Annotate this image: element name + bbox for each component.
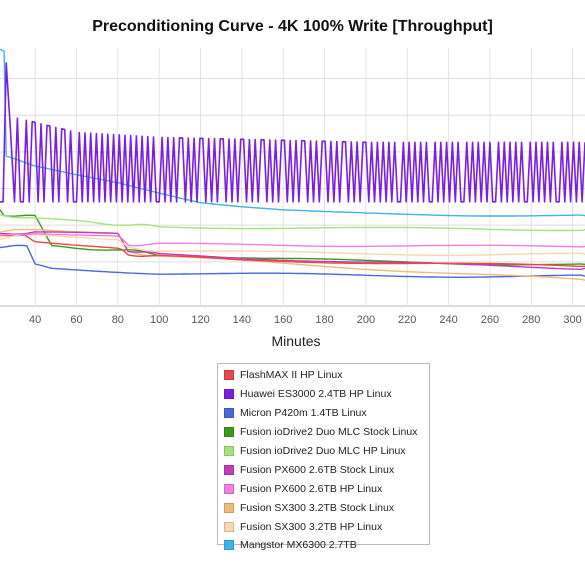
series-line-9 [0,48,585,217]
legend-label: Fusion PX600 2.6TB HP Linux [240,482,383,495]
legend: FlashMAX II HP Linux Huawei ES3000 2.4TB … [217,363,430,551]
legend-swatch [224,464,234,475]
legend-swatch [224,446,234,456]
series-line-0 [0,234,585,267]
x-tick-label: 40 [29,314,41,326]
legend-item[interactable]: Fusion SX300 3.2TB Stock Linux [224,498,429,517]
x-tick-label: 140 [233,314,251,326]
legend-item[interactable]: Fusion ioDrive2 Duo MLC Stock Linux [224,423,429,442]
x-tick-label: 160 [274,314,292,326]
series-line-4 [0,214,585,232]
x-tick-label: 100 [150,314,168,326]
x-tick-label: 180 [315,314,333,326]
legend-item[interactable]: Huawei ES3000 2.4TB HP Linux [224,385,429,404]
series-line-2 [0,244,585,278]
legend-label: Fusion PX600 2.6TB Stock Linux [240,463,395,476]
legend-label: FlashMAX II HP Linux [240,369,343,382]
legend-swatch [224,521,234,532]
legend-swatch [224,540,234,551]
legend-label: Fusion ioDrive2 Duo MLC HP Linux [240,445,406,457]
legend-item[interactable]: FlashMAX II HP Linux [224,366,429,385]
legend-swatch [224,408,234,419]
legend-swatch [224,389,234,400]
legend-swatch [224,502,234,513]
legend-swatch [224,370,234,381]
x-tick-label: 60 [70,314,82,326]
x-tick-label: 260 [481,314,499,326]
series-line-5 [0,231,585,271]
series-line-1 [0,62,585,203]
x-tick-label: 300 [563,314,581,326]
x-tick-label: 120 [191,314,209,326]
series-line-6 [0,233,585,248]
legend-label: Fusion SX300 3.2TB HP Linux [240,520,383,533]
x-tick-label: 240 [439,314,457,326]
legend-item[interactable]: Fusion PX600 2.6TB Stock Linux [224,460,429,479]
x-tick-label: 220 [398,314,416,326]
x-tick-label: 80 [112,314,124,326]
legend-swatch [224,483,234,494]
legend-label: Fusion SX300 3.2TB Stock Linux [240,501,395,514]
series-layer [0,48,585,281]
chart-plot: 40 60 80 100 120 140 160 180 200 220 240 260 280 300 [0,48,585,326]
x-ticks: 40 60 80 100 120 140 160 180 200 220 240 260 280 300 [29,314,582,326]
legend-swatch [224,427,234,438]
legend-item[interactable]: Mangstor MX6300 2.7TB [224,536,429,555]
legend-label: Fusion ioDrive2 Duo MLC Stock Linux [240,426,418,439]
legend-item[interactable]: Fusion SX300 3.2TB HP Linux [224,517,429,536]
x-axis-label: Minutes [271,333,321,349]
legend-item[interactable]: Micron P420m 1.4TB Linux [224,404,429,423]
chart-title: Preconditioning Curve - 4K 100% Write [T… [92,18,493,35]
legend-item[interactable]: Fusion ioDrive2 Duo MLC HP Linux [224,442,429,461]
series-line-8 [0,233,585,256]
legend-label: Micron P420m 1.4TB Linux [240,407,367,420]
x-tick-label: 280 [522,314,540,326]
legend-label: Huawei ES3000 2.4TB HP Linux [240,388,392,401]
legend-label: Mangstor MX6300 2.7TB [240,539,357,552]
legend-item[interactable]: Fusion PX600 2.6TB HP Linux [224,479,429,498]
x-tick-label: 200 [357,314,375,326]
series-line-3 [0,209,585,266]
